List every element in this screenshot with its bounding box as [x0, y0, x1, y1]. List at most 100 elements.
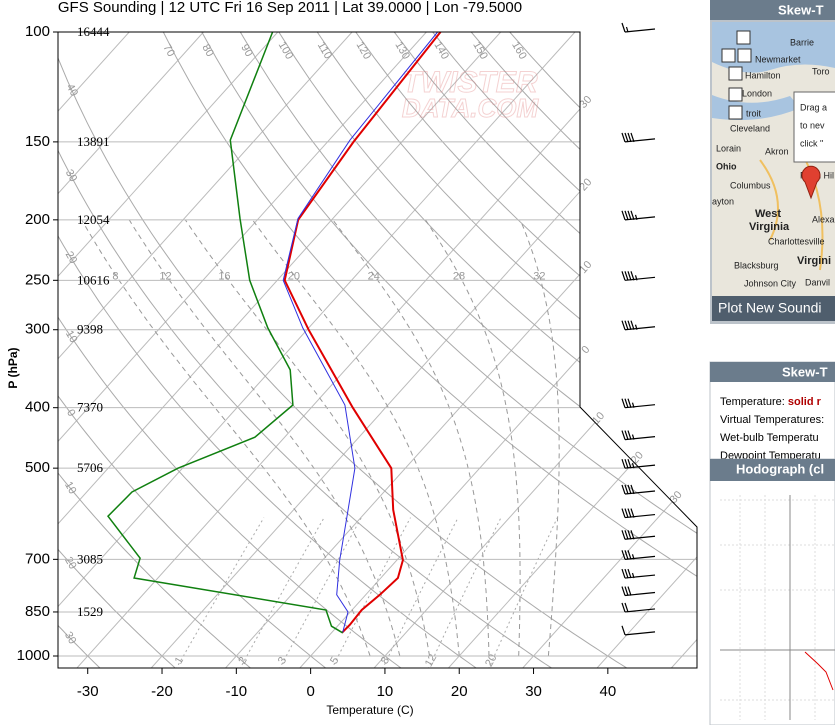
barb-staff — [624, 574, 656, 579]
y-tick-label: 300 — [25, 321, 50, 338]
barb-flag — [624, 320, 629, 330]
y-tick-label: 150 — [25, 133, 50, 150]
wind-barb — [621, 271, 656, 281]
isotherm — [58, 32, 576, 668]
barb-flag — [621, 320, 626, 330]
barb-flag — [621, 430, 626, 440]
barb-half — [634, 275, 638, 281]
mixing-ratio-line — [488, 517, 558, 668]
wind-barb — [621, 484, 656, 495]
dry-adiabat-label: 10 — [63, 329, 80, 346]
wind-barb — [621, 508, 656, 519]
pan-right[interactable] — [737, 48, 752, 63]
map-popup — [793, 91, 835, 163]
pan-up[interactable] — [736, 30, 751, 45]
barb-flag — [627, 568, 632, 579]
dry-adiabat-label: 40 — [64, 82, 81, 99]
y-tick-label: 250 — [25, 271, 50, 288]
map-label: Akron — [765, 146, 789, 156]
legend-label: Temperature: — [720, 396, 785, 408]
barb-flag — [630, 484, 635, 495]
barb-flag — [621, 271, 626, 281]
moist-adiabat-label: 28 — [453, 271, 465, 283]
barb-flag — [627, 320, 632, 330]
wind-barb — [621, 320, 656, 331]
dry-adiabat — [58, 32, 497, 668]
barb-half — [631, 434, 635, 440]
wind-barb — [621, 430, 656, 441]
dry-adiabat-label: 0 — [64, 407, 77, 418]
barb-flag — [621, 210, 626, 221]
legend-entry: Wet-bulb Temperatu — [720, 432, 819, 444]
height-label: 3085 — [77, 551, 103, 566]
barb-flag — [621, 602, 626, 613]
barb-staff — [624, 513, 656, 519]
barb-flag — [630, 530, 635, 540]
legend-entry: Temperature: solid r — [720, 396, 822, 408]
dry-adiabat-label: 100 — [276, 40, 296, 62]
map-label: Ohio — [716, 161, 737, 171]
moist-adiabat-label: 24 — [368, 271, 380, 283]
watermark-text: DATA.COM — [402, 93, 540, 123]
barb-flag — [630, 271, 635, 281]
map-marker[interactable] — [801, 165, 821, 200]
mixing-ratio-line — [239, 517, 325, 668]
x-tick-label: 0 — [306, 683, 314, 700]
pan-down[interactable] — [728, 66, 743, 81]
barb-flag — [624, 550, 629, 560]
barb-staff — [624, 490, 656, 495]
zoom-in[interactable] — [728, 87, 743, 102]
map-label: Alexa — [812, 214, 835, 224]
barb-flag — [627, 550, 632, 560]
barb-staff — [624, 555, 656, 560]
map-label: Newmarket — [755, 54, 801, 64]
profile-line — [107, 31, 343, 634]
profile-line — [283, 31, 442, 634]
map-label: Barrie — [790, 37, 814, 47]
hodograph-panel: Hodograph (cl — [709, 458, 835, 725]
isotherm — [58, 32, 502, 668]
mixing-ratio-label: 3 — [276, 655, 289, 666]
barb-flag — [621, 625, 626, 636]
pan-left[interactable] — [721, 48, 736, 63]
y-tick-label: 100 — [25, 23, 50, 40]
barb-half — [631, 554, 635, 560]
dry-adiabat — [58, 32, 268, 668]
barb-flag — [624, 602, 629, 613]
barb-flag — [624, 530, 629, 540]
dry-adiabat-label: 120 — [354, 40, 374, 62]
zoom-out[interactable] — [728, 105, 743, 120]
x-tick-label: -30 — [77, 683, 99, 700]
barb-flag — [624, 210, 629, 221]
wind-barb — [621, 568, 656, 579]
map-label: Charlottesville — [768, 236, 825, 246]
wind-barb — [621, 210, 656, 221]
dry-adiabat — [58, 32, 115, 668]
barb-staff — [624, 436, 656, 441]
moist-adiabat — [519, 219, 560, 657]
mixing-ratio-label: 12 — [423, 652, 440, 669]
mixing-ratio-label: 1 — [173, 655, 186, 666]
legend-style: solid r — [788, 396, 822, 408]
map-label: West — [755, 208, 781, 220]
barb-flag — [627, 586, 632, 596]
barb-flag — [624, 458, 629, 469]
barb-flag — [621, 132, 626, 143]
barb-flag — [627, 458, 632, 469]
panel-title: Skew-T — [778, 2, 824, 17]
dry-adiabat-label: 80 — [199, 42, 216, 59]
moist-adiabat-label: 32 — [533, 271, 545, 283]
moist-adiabat — [424, 219, 521, 656]
barb-flag — [621, 458, 626, 469]
barb-staff — [624, 138, 656, 143]
barb-staff — [624, 464, 656, 469]
panel-title: Skew-T — [782, 364, 828, 379]
barb-half — [625, 26, 629, 33]
dry-adiabat — [58, 32, 421, 668]
mixing-ratio-line — [427, 517, 502, 668]
hodograph-trace — [804, 651, 834, 691]
plot-button[interactable] — [712, 296, 835, 321]
mixing-ratio-line — [175, 517, 265, 668]
barb-staff — [624, 326, 656, 331]
mixing-ratio-label: 8 — [379, 655, 392, 666]
